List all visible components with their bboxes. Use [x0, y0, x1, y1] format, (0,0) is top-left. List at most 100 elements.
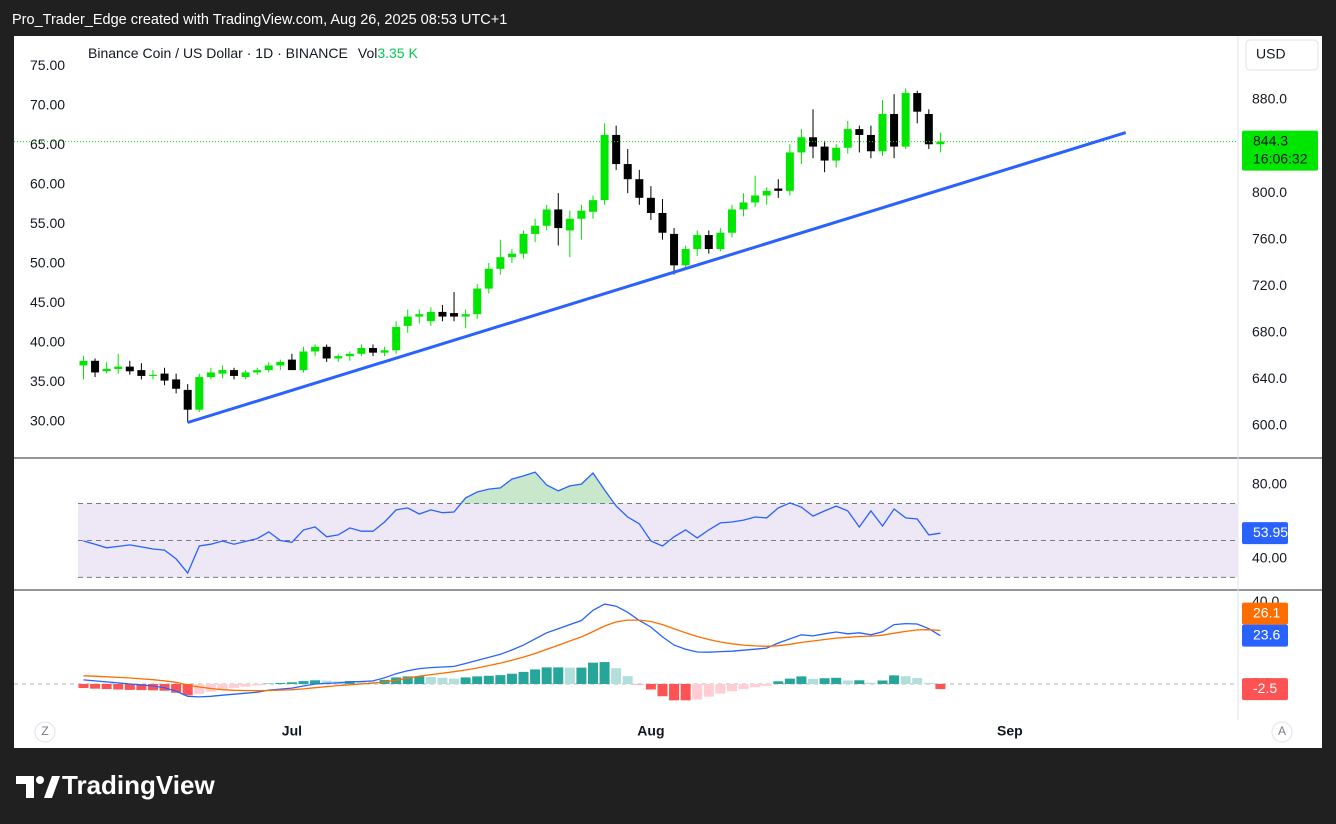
volume-name: Vol: [358, 45, 377, 61]
histogram-bar: [194, 683, 205, 694]
price-badge-label: 16:06:32: [1253, 150, 1308, 166]
histogram-bar: [923, 682, 934, 684]
candle-body: [287, 359, 296, 371]
candle-body: [704, 235, 713, 250]
candle-body: [588, 200, 597, 212]
macd-line: [83, 603, 941, 698]
logo-dot: [36, 776, 44, 784]
candle-body: [519, 233, 528, 254]
y2-tick-label: 60.00: [30, 175, 65, 191]
histogram-bar: [101, 683, 112, 690]
candle-body: [924, 113, 933, 145]
candle-body: [426, 311, 435, 322]
histogram-bar: [715, 683, 726, 694]
histogram-bar: [576, 667, 587, 684]
candle-body: [403, 316, 412, 326]
candle-body: [160, 373, 169, 381]
currency-button[interactable]: [1245, 39, 1319, 71]
histogram-bar: [472, 676, 483, 684]
zoom-button[interactable]: [34, 721, 56, 743]
candle-body: [612, 134, 621, 165]
histogram-bar: [356, 681, 367, 684]
histogram-bar: [564, 667, 575, 684]
histogram-bar: [182, 683, 193, 696]
candle-body: [797, 137, 806, 153]
y2-tick-label: 30.00: [30, 413, 65, 429]
histogram-bar: [657, 683, 668, 697]
histogram-bar: [460, 677, 471, 684]
histogram-bar: [761, 683, 772, 686]
histogram-bar: [611, 668, 622, 684]
candle-body: [693, 235, 702, 250]
histogram-bar: [506, 673, 517, 684]
candle-body: [623, 164, 632, 180]
histogram-bar: [530, 669, 541, 684]
histogram-bar: [669, 683, 680, 701]
candle-body: [461, 314, 470, 317]
histogram-bar: [750, 683, 761, 688]
candle-body: [438, 311, 447, 317]
histogram-bar: [726, 683, 737, 692]
price-badge-label: -2.5: [1253, 680, 1277, 696]
histogram-bar: [275, 682, 286, 684]
histogram-bar: [703, 683, 714, 697]
rsi-line: [83, 471, 941, 575]
candle-body: [507, 253, 516, 258]
candle-body: [264, 365, 273, 371]
candle-body: [809, 137, 818, 147]
candle-body: [542, 209, 551, 226]
candle-body: [531, 225, 540, 234]
candle-body: [299, 351, 308, 371]
price-badge: [1242, 678, 1288, 701]
candle-body: [276, 361, 285, 366]
candle-body: [843, 129, 852, 148]
candle-body: [716, 232, 725, 250]
candle-body: [79, 360, 88, 366]
logo-bar: [16, 776, 34, 798]
candle-body: [91, 360, 100, 373]
candle-body: [345, 353, 354, 357]
y2-tick-label: 35.00: [30, 373, 65, 389]
candle-body: [785, 152, 794, 191]
histogram-bar: [136, 683, 147, 691]
histogram-bar: [229, 683, 240, 688]
zoom-label: Z: [41, 724, 48, 738]
histogram-bar: [912, 678, 923, 684]
histogram-bar: [587, 662, 598, 684]
histogram-bar: [842, 680, 853, 684]
histogram-bar: [113, 683, 124, 690]
y-tick-label: 40.00: [1252, 550, 1287, 566]
candle-body: [172, 379, 181, 389]
histogram-bar: [495, 675, 506, 684]
candle-body: [554, 209, 563, 229]
histogram-bar: [124, 683, 135, 690]
histogram-bar: [286, 682, 297, 684]
y2-tick-label: 75.00: [30, 57, 65, 73]
candle-body: [681, 249, 690, 266]
y-tick-label: 760.0: [1252, 230, 1287, 246]
y2-tick-label: 70.00: [30, 96, 65, 112]
histogram-bar: [298, 681, 309, 684]
candle-body: [148, 374, 157, 376]
histogram-bar: [171, 683, 182, 693]
candle-body: [577, 210, 586, 219]
histogram-bar: [692, 683, 703, 700]
x-tick-label: Sep: [997, 723, 1023, 739]
histogram-bar: [831, 677, 842, 684]
histogram-bar: [645, 683, 656, 690]
candle-body: [832, 147, 841, 161]
price-badge: [1242, 130, 1318, 171]
y-tick-label: 600.0: [1252, 417, 1287, 433]
candle-body: [635, 179, 644, 198]
auto-label: A: [1278, 724, 1286, 738]
price-badge: [1242, 602, 1288, 625]
candle-body: [600, 134, 609, 201]
auto-button[interactable]: [1271, 721, 1293, 743]
histogram-bar: [90, 683, 101, 689]
candle-body: [357, 347, 366, 354]
histogram-bar: [622, 676, 633, 684]
logo-slash: [44, 776, 60, 798]
histogram-bar: [449, 678, 460, 684]
